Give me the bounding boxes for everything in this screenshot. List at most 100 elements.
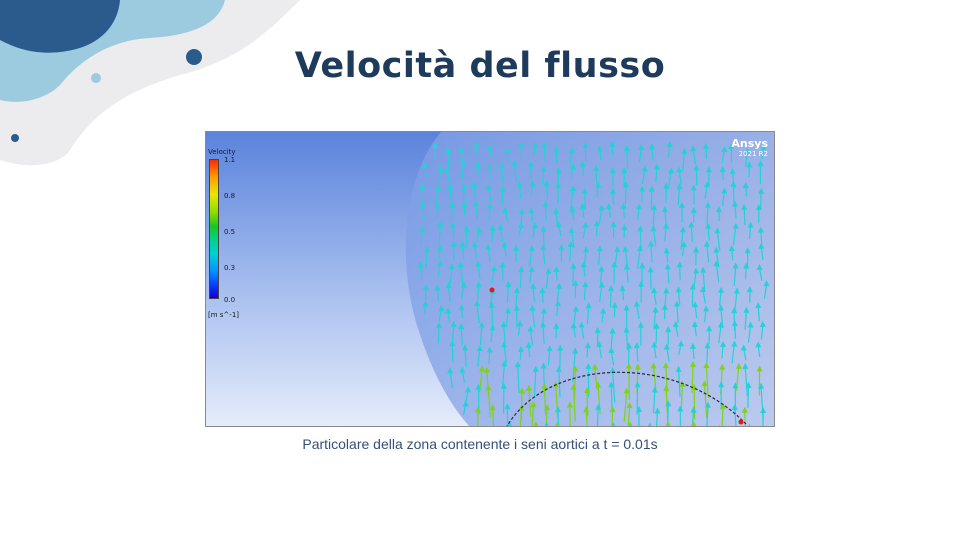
velocity-arrow-shaft bbox=[460, 265, 464, 285]
velocity-arrow-shaft bbox=[519, 270, 522, 289]
velocity-arrow-shaft bbox=[694, 305, 698, 319]
velocity-arrow-shaft bbox=[450, 205, 453, 222]
velocity-arrow-head bbox=[504, 403, 511, 410]
velocity-arrow-head bbox=[518, 387, 525, 394]
velocity-arrow-head bbox=[485, 184, 492, 191]
velocity-arrow-head bbox=[611, 422, 616, 426]
velocity-arrow-head bbox=[663, 222, 670, 229]
velocity-arrow-shaft bbox=[479, 325, 483, 345]
velocity-arrow-head bbox=[731, 320, 738, 327]
legend-tick: 0.5 bbox=[224, 228, 236, 236]
velocity-arrow-shaft bbox=[760, 324, 764, 340]
velocity-arrow-head bbox=[531, 221, 538, 228]
velocity-arrow-head bbox=[663, 182, 670, 189]
velocity-arrow-head bbox=[446, 183, 453, 190]
velocity-arrow-head bbox=[637, 321, 644, 328]
velocity-arrow-head bbox=[513, 244, 520, 251]
velocity-arrow-shaft bbox=[651, 147, 654, 161]
velocity-arrow-head bbox=[513, 304, 520, 311]
velocity-arrow-head bbox=[735, 362, 742, 369]
velocity-arrow-shaft bbox=[573, 309, 577, 324]
velocity-arrow-head bbox=[678, 202, 685, 209]
velocity-arrow-head bbox=[421, 162, 428, 169]
velocity-arrow-head bbox=[757, 226, 764, 233]
velocity-arrow-shaft bbox=[519, 408, 523, 426]
velocity-arrow-head bbox=[501, 341, 508, 348]
velocity-arrow-head bbox=[676, 261, 683, 268]
velocity-arrow-head bbox=[636, 245, 643, 252]
velocity-arrow-head bbox=[757, 160, 764, 167]
velocity-arrow-head bbox=[681, 241, 688, 248]
velocity-arrow-shaft bbox=[460, 327, 463, 346]
velocity-arrow-head bbox=[579, 202, 586, 209]
velocity-arrow-head bbox=[623, 387, 630, 394]
velocity-arrow-head bbox=[445, 282, 452, 289]
velocity-arrow-head bbox=[732, 382, 739, 389]
velocity-arrow-head bbox=[661, 205, 668, 212]
velocity-arrow-shaft bbox=[477, 165, 481, 181]
velocity-arrow-shaft bbox=[706, 205, 709, 224]
velocity-arrow-shaft bbox=[461, 164, 465, 180]
velocity-arrow-head bbox=[720, 402, 727, 409]
velocity-arrow-head bbox=[705, 222, 712, 229]
velocity-arrow-shaft bbox=[706, 244, 710, 263]
velocity-arrow-shaft bbox=[542, 325, 545, 344]
velocity-arrow-head bbox=[540, 362, 547, 369]
velocity-arrow-head bbox=[450, 320, 457, 327]
velocity-arrow-shaft bbox=[668, 171, 672, 187]
velocity-arrow-shaft bbox=[639, 229, 642, 250]
velocity-arrow-shaft bbox=[465, 390, 469, 403]
legend-unit: [m s^-1] bbox=[208, 311, 239, 319]
velocity-arrow-shaft bbox=[477, 285, 480, 301]
velocity-arrow-head bbox=[663, 343, 670, 350]
velocity-arrow-head bbox=[625, 342, 632, 349]
velocity-arrow-head bbox=[728, 142, 735, 149]
velocity-arrow-head bbox=[475, 281, 482, 288]
velocity-arrow-shaft bbox=[513, 163, 518, 181]
velocity-arrow-head bbox=[596, 145, 603, 152]
velocity-arrow-head bbox=[497, 223, 504, 230]
velocity-arrow-head bbox=[650, 362, 657, 369]
velocity-arrow-shaft bbox=[692, 149, 697, 165]
velocity-arrow-shaft bbox=[518, 184, 522, 199]
velocity-arrow-shaft bbox=[664, 209, 667, 225]
velocity-arrow-head bbox=[744, 147, 751, 154]
colorbar bbox=[209, 159, 219, 299]
velocity-arrow-head bbox=[432, 141, 439, 148]
velocity-arrow-shaft bbox=[555, 385, 559, 418]
velocity-arrow-head bbox=[719, 424, 721, 426]
velocity-arrow-head bbox=[555, 421, 560, 426]
velocity-arrow-head bbox=[504, 147, 511, 154]
velocity-arrow-head bbox=[582, 141, 589, 148]
velocity-arrow-head bbox=[608, 381, 615, 388]
velocity-arrow-shaft bbox=[702, 270, 706, 291]
simulation-figure: Velocity 1.1 0.8 0.5 0.3 0.0 [m s^-1] An… bbox=[205, 131, 775, 427]
velocity-arrow-shaft bbox=[732, 226, 737, 245]
velocity-arrow-head bbox=[620, 202, 627, 209]
velocity-arrow-head bbox=[693, 164, 700, 171]
velocity-arrow-head bbox=[705, 166, 712, 173]
velocity-arrow-shaft bbox=[487, 388, 491, 418]
velocity-arrow-head bbox=[458, 323, 465, 330]
velocity-arrow-head bbox=[463, 225, 470, 232]
velocity-arrow-shaft bbox=[569, 244, 572, 262]
velocity-arrow-head bbox=[478, 365, 485, 372]
velocity-arrow-head bbox=[517, 320, 524, 327]
velocity-arrow-head bbox=[611, 261, 618, 268]
velocity-arrow-shaft bbox=[543, 386, 547, 416]
velocity-arrow-head bbox=[747, 321, 754, 328]
velocity-arrow-shaft bbox=[677, 187, 681, 206]
velocity-arrow-head bbox=[472, 200, 479, 207]
velocity-arrow-shaft bbox=[703, 384, 708, 419]
velocity-arrow-shaft bbox=[636, 249, 641, 269]
velocity-arrow-head bbox=[465, 386, 472, 393]
velocity-arrow-shaft bbox=[543, 145, 546, 162]
velocity-arrow-shaft bbox=[451, 324, 455, 343]
velocity-arrow-shaft bbox=[639, 147, 642, 163]
velocity-arrow-shaft bbox=[678, 369, 681, 397]
velocity-arrow-shaft bbox=[438, 169, 442, 187]
velocity-arrow-head bbox=[693, 246, 700, 253]
velocity-arrow-shaft bbox=[732, 184, 735, 204]
velocity-arrow-head bbox=[760, 143, 767, 150]
velocity-arrow-shaft bbox=[650, 189, 653, 210]
